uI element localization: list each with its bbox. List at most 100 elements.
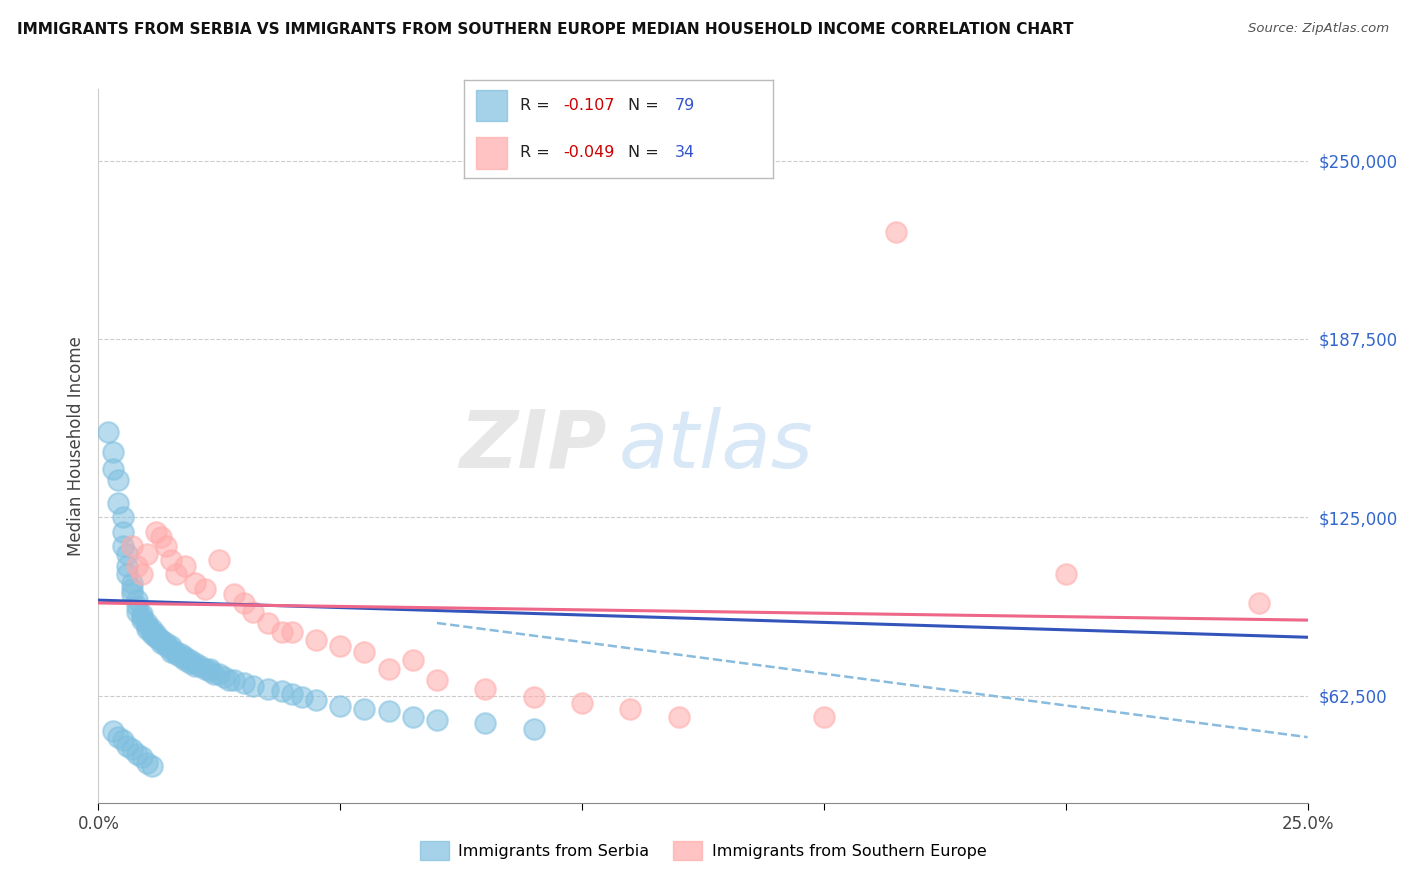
Point [117,567,139,582]
Point [271,684,294,698]
Point [256,681,278,696]
Point [165,567,187,582]
Point [141,622,163,636]
Point [474,715,496,730]
Point [160,639,183,653]
Point [353,644,375,658]
Point [160,553,183,567]
Point [194,662,217,676]
Point [107,473,129,487]
Point [184,576,207,591]
Point [145,630,167,644]
Text: 79: 79 [675,98,695,113]
Point [107,730,129,744]
Point [160,641,183,656]
Point [571,696,593,710]
Point [141,758,163,772]
Point [145,524,167,539]
Point [141,627,163,641]
Point [121,582,143,596]
Point [1249,596,1271,610]
Point [222,673,245,687]
Point [131,607,153,622]
Point [131,610,153,624]
Legend: Immigrants from Serbia, Immigrants from Southern Europe: Immigrants from Serbia, Immigrants from … [413,835,993,866]
Point [155,636,177,650]
Point [619,701,641,715]
Point [174,653,197,667]
Point [121,539,143,553]
Point [145,630,167,644]
Point [117,739,139,753]
Point [184,658,207,673]
Point [305,693,328,707]
Point [271,624,294,639]
Point [402,710,425,724]
Point [107,496,129,510]
Point [402,653,425,667]
Point [174,650,197,665]
Text: ZIP: ZIP [458,407,606,485]
Point [188,658,211,673]
Point [101,724,124,739]
Point [668,710,690,724]
Text: -0.107: -0.107 [562,98,614,113]
Point [198,665,221,679]
Text: -0.049: -0.049 [562,145,614,161]
Point [135,615,157,630]
Text: N =: N = [628,145,664,161]
Point [204,667,226,681]
Point [135,548,157,562]
Point [165,644,187,658]
Point [127,558,149,573]
Point [131,613,153,627]
Point [222,587,245,601]
Point [101,462,124,476]
Point [165,648,187,662]
Point [523,690,546,705]
Point [1054,567,1077,582]
Point [131,567,153,582]
Point [329,639,352,653]
Point [194,582,217,596]
Point [131,750,153,764]
Point [377,662,399,676]
Point [426,713,449,727]
Point [127,747,149,762]
Point [135,756,157,770]
Point [111,733,134,747]
Point [212,670,235,684]
Point [179,656,201,670]
Point [135,619,157,633]
Point [242,679,264,693]
Point [117,548,139,562]
Bar [477,90,508,121]
Point [117,558,139,573]
Point [208,667,231,681]
Point [97,425,120,439]
Point [150,633,173,648]
Point [281,687,304,701]
Point [474,681,496,696]
Point [174,558,197,573]
Point [141,624,163,639]
Point [101,444,124,458]
Point [121,576,143,591]
Point [121,587,143,601]
Point [208,553,231,567]
Point [169,648,191,662]
Point [169,650,191,665]
Point [329,698,352,713]
Point [135,622,157,636]
Point [377,705,399,719]
Text: IMMIGRANTS FROM SERBIA VS IMMIGRANTS FROM SOUTHERN EUROPE MEDIAN HOUSEHOLD INCOM: IMMIGRANTS FROM SERBIA VS IMMIGRANTS FRO… [17,22,1073,37]
Point [426,673,449,687]
Point [127,599,149,613]
Point [150,636,173,650]
Text: 34: 34 [675,145,695,161]
Point [886,225,908,239]
Point [242,605,264,619]
Point [111,510,134,524]
Point [218,673,240,687]
Point [353,701,375,715]
